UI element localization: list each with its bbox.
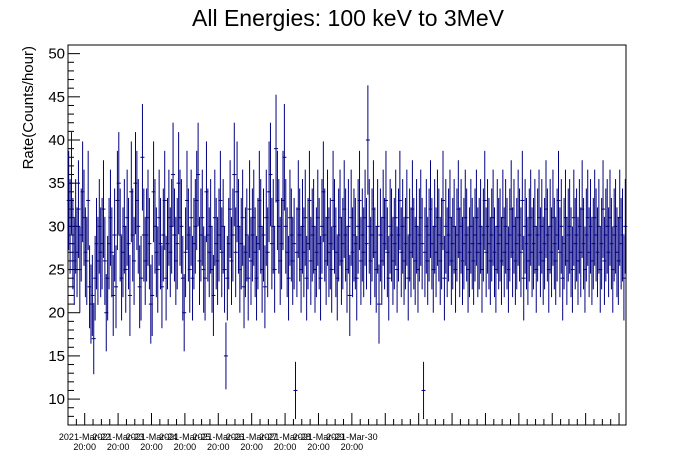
x-tick-label-time: 20:00	[341, 442, 364, 452]
x-tick-label-date: 2021-Mar-30	[326, 432, 378, 442]
x-tick-label-time: 20:00	[240, 442, 263, 452]
y-tick-label: 25	[48, 262, 65, 279]
y-tick-label: 15	[48, 348, 65, 365]
x-tick-label-date: 2021-Mar-28	[259, 432, 311, 442]
x-tick-label-time: 20:00	[207, 442, 230, 452]
y-axis-label: Rate(Counts/hour)	[20, 46, 37, 169]
y-tick-label: 40	[48, 132, 65, 149]
x-tick-label-time: 20:00	[307, 442, 330, 452]
chart-title: All Energies: 100 keV to 3MeV	[192, 5, 505, 31]
x-tick-label-time: 20:00	[107, 442, 130, 452]
y-tick-label: 50	[48, 46, 65, 63]
x-tick-label-date: 2021-Mar-22	[59, 432, 111, 442]
x-tick-label-time: 20:00	[73, 442, 96, 452]
x-tick-label-date: 2021-Mar-24	[126, 432, 178, 442]
x-axis-ticks: 2021-Mar-2220:002021-Mar-2320:002021-Mar…	[59, 413, 620, 452]
x-tick-label-date: 2021-Mar-25	[159, 432, 211, 442]
x-tick-label-date: 2021-Mar-27	[226, 432, 278, 442]
x-tick-label-time: 20:00	[140, 442, 163, 452]
y-tick-label: 45	[48, 89, 65, 106]
x-tick-label-time: 20:00	[174, 442, 197, 452]
x-tick-label-time: 20:00	[274, 442, 297, 452]
x-tick-label-date: 2021-Mar-23	[92, 432, 144, 442]
x-tick-label-date: 2021-Mar-29	[293, 432, 345, 442]
y-tick-label: 20	[48, 305, 65, 322]
y-tick-label: 10	[48, 391, 65, 408]
data-series	[66, 85, 628, 420]
x-tick-label-date: 2021-Mar-26	[193, 432, 245, 442]
y-tick-label: 35	[48, 175, 65, 192]
y-tick-label: 30	[48, 218, 65, 235]
